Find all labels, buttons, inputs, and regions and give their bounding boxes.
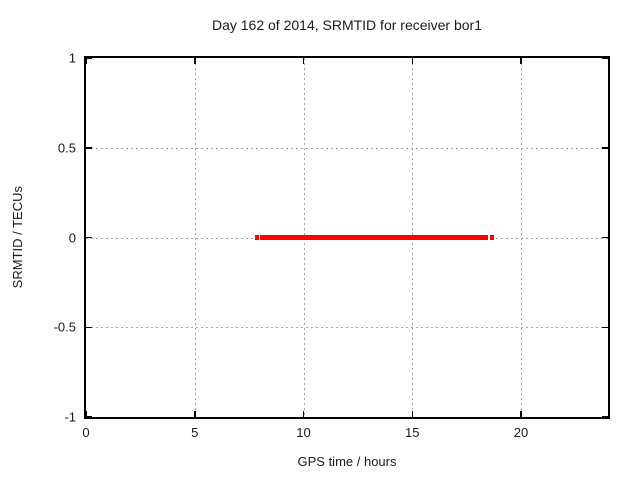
x-tick-mark bbox=[520, 411, 522, 417]
y-gridline bbox=[86, 147, 608, 149]
y-tick-mark bbox=[86, 236, 92, 239]
x-tick-mark bbox=[85, 411, 87, 417]
x-tick-mark bbox=[194, 411, 196, 417]
chart-title: Day 162 of 2014, SRMTID for receiver bor… bbox=[211, 17, 482, 33]
y-tick-mark bbox=[602, 147, 608, 149]
x-tick-label: 5 bbox=[191, 425, 199, 440]
y-tick-mark bbox=[86, 147, 92, 149]
y-tick-label: 1 bbox=[68, 50, 76, 66]
y-tick-mark bbox=[602, 57, 608, 59]
x-tick-mark bbox=[302, 411, 305, 417]
y-tick-label: -0.5 bbox=[53, 319, 76, 335]
data-series-segment bbox=[254, 235, 259, 240]
x-tick-label: 10 bbox=[296, 425, 311, 440]
x-tick-mark bbox=[85, 58, 87, 64]
data-series-segment bbox=[260, 235, 489, 240]
x-tick-mark bbox=[411, 58, 413, 64]
y-tick-label: 0 bbox=[68, 230, 76, 245]
y-tick-mark bbox=[602, 326, 608, 328]
x-tick-mark bbox=[411, 411, 413, 417]
y-axis-title: SRMTID / TECUs bbox=[8, 56, 26, 419]
y-axis-title-text: SRMTID / TECUs bbox=[9, 186, 25, 289]
plot-area: 0 5 10 15 20 -1 -0.5 0 0.5 1 bbox=[54, 51, 610, 440]
x-tick-mark bbox=[520, 58, 522, 64]
x-tick-label: 15 bbox=[405, 425, 420, 440]
x-tick-label: 20 bbox=[513, 425, 529, 440]
y-tick-mark bbox=[602, 416, 608, 418]
y-tick-label: -1 bbox=[64, 409, 76, 425]
x-tick-label: 0 bbox=[82, 425, 90, 440]
y-tick-mark bbox=[86, 57, 92, 59]
x-tick-mark bbox=[302, 58, 305, 64]
data-series-segment bbox=[489, 235, 494, 240]
y-tick-mark bbox=[86, 416, 92, 418]
y-gridline bbox=[86, 327, 608, 329]
y-tick-mark bbox=[86, 326, 92, 328]
y-tick-mark bbox=[602, 236, 608, 239]
y-tick-label: 0.5 bbox=[57, 140, 76, 156]
x-tick-mark bbox=[194, 58, 196, 64]
x-axis-title: GPS time / hours bbox=[297, 454, 397, 469]
